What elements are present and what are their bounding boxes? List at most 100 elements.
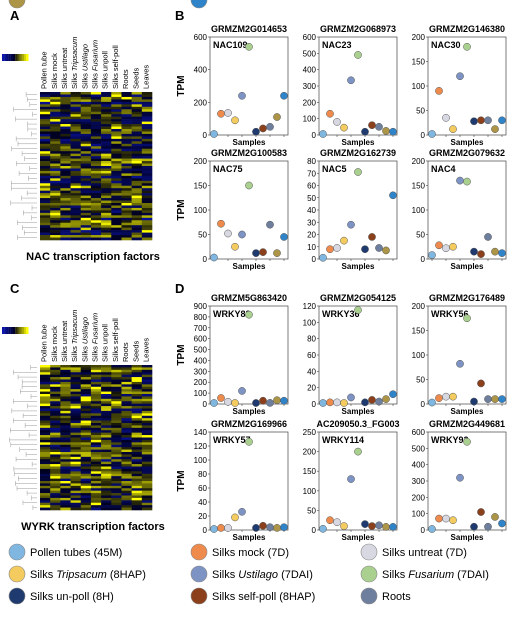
heatmap-nac-cell xyxy=(131,178,143,182)
heatmap-wrky-cell xyxy=(60,418,71,421)
heatmap-nac-cell xyxy=(121,131,132,135)
point-fusarium xyxy=(245,310,253,319)
y-tick-label: 60 xyxy=(307,351,316,360)
y-tick-label: 0 xyxy=(203,255,208,264)
heatmap-wrky-cell xyxy=(101,372,112,375)
point-roots xyxy=(484,522,492,531)
point-roots xyxy=(484,233,492,241)
heatmap-nac-cell xyxy=(80,217,92,221)
heatmap-nac-cell xyxy=(101,163,112,167)
heatmap-wrky-cell xyxy=(60,430,71,433)
heatmap-nac-cell xyxy=(60,180,71,184)
heatmap-nac-cell xyxy=(60,217,71,221)
heatmap-wrky-cell xyxy=(121,478,132,482)
heatmap-nac-cell xyxy=(50,205,61,209)
heatmap-wrky-cell xyxy=(121,398,132,402)
heatmap-nac-cell xyxy=(101,111,112,115)
heatmap-wrky-cell xyxy=(70,505,82,508)
heatmap-nac-cell xyxy=(121,183,132,187)
heatmap-wrky-cell xyxy=(80,452,92,455)
legend-swatch-untreat xyxy=(360,543,378,561)
heatmap-nac-cell xyxy=(121,207,132,211)
point-unpoll xyxy=(252,399,260,407)
heatmap-nac-cell xyxy=(70,200,82,204)
heatmap-nac-cell xyxy=(101,114,112,117)
heatmap-wrky-cell xyxy=(80,468,92,472)
heatmap-nac-cell xyxy=(90,222,102,226)
heatmap-nac-cell xyxy=(90,190,102,194)
heatmap-wrky-cell xyxy=(60,425,71,429)
heatmap-wrky-cell xyxy=(70,478,82,482)
heatmap-wrky-cell xyxy=(131,493,143,496)
point-unpoll xyxy=(470,397,478,406)
heatmap-nac-cell xyxy=(90,215,102,219)
heatmap-nac-cell xyxy=(111,101,122,105)
heatmap-nac-cell xyxy=(121,94,132,98)
point-selfpoll xyxy=(259,124,267,133)
heatmap-nac-cell xyxy=(50,185,61,189)
heatmap-wrky-cell xyxy=(101,481,112,484)
heatmap-nac-cell xyxy=(101,101,112,105)
heatmap-nac-cell xyxy=(70,183,82,187)
heatmap-wrky-cell xyxy=(131,439,143,443)
point-untreat xyxy=(442,392,450,401)
heatmap-nac-cell xyxy=(80,119,92,122)
heatmap-nac-cell xyxy=(60,106,71,110)
y-tick-label: 80 xyxy=(198,470,207,479)
heatmap-nac-cell xyxy=(141,109,153,113)
heatmap-wrky-key-cell xyxy=(2,327,5,334)
y-tick-label: 150 xyxy=(412,327,426,336)
heatmap-nac-cell xyxy=(90,116,102,120)
heatmap-nac-cell xyxy=(131,212,143,216)
legend-swatch-selfpoll xyxy=(190,587,208,605)
heatmap-wrky-cell xyxy=(141,452,153,455)
heatmap-wrky-cell xyxy=(111,384,122,388)
heatmap-nac-cell xyxy=(111,109,122,113)
heatmap-nac-cell xyxy=(80,166,92,169)
heatmap-wrky-cell xyxy=(50,367,61,371)
heatmap-nac-cell xyxy=(111,185,122,189)
point-unpoll xyxy=(470,247,478,256)
heatmap-nac-cell xyxy=(131,143,143,147)
heatmap-wrky-cell xyxy=(80,507,92,511)
heatmap-wrky-cell xyxy=(131,485,143,489)
point-pollen xyxy=(210,253,218,262)
heatmap-wrky-cell xyxy=(70,502,82,506)
heatmap-wrky-cell xyxy=(121,497,132,501)
heatmap-wrky-cell xyxy=(80,490,92,494)
heatmap-wrky-cell xyxy=(141,449,153,453)
heatmap-wrky-cell xyxy=(50,461,61,465)
point-selfpoll xyxy=(259,396,267,405)
heatmap-wrky-cell xyxy=(60,372,71,375)
heatmap-nac: Pollen tube Silks mock Silks untreat Silks … xyxy=(2,37,153,241)
heatmap-nac-cell xyxy=(131,124,143,127)
chart-title: GRMZM5G863420 xyxy=(211,293,287,303)
point-selfpoll xyxy=(368,121,376,130)
heatmap-nac-cell xyxy=(80,183,92,187)
heatmap-wrky-cell xyxy=(60,369,71,373)
heatmap-wrky-cell xyxy=(80,418,92,421)
heatmap-nac-cell xyxy=(70,133,82,137)
heatmap-wrky-cell xyxy=(70,447,82,450)
heatmap-nac-cell xyxy=(131,210,143,214)
heatmap-wrky-cell xyxy=(141,425,153,429)
heatmap-nac-cell xyxy=(111,225,122,228)
heatmap-nac-cell xyxy=(121,143,132,147)
heatmap-wrky-cell xyxy=(90,367,102,371)
heatmap-wrky-cell xyxy=(101,369,112,373)
point-fusarium xyxy=(463,314,471,323)
point-untreat xyxy=(333,398,341,407)
y-axis-label: TPM xyxy=(176,75,187,96)
heatmap-nac-cell xyxy=(121,99,132,103)
heatmap-nac-cell xyxy=(80,200,92,204)
heatmap-wrky-cell xyxy=(70,500,82,504)
heatmap-wrky-cell xyxy=(80,435,92,438)
point-untreat xyxy=(442,244,450,253)
heatmap-wrky-cell xyxy=(131,415,143,419)
heatmap-nac-cell xyxy=(141,222,153,226)
heatmap-nac-cell xyxy=(131,138,143,142)
heatmap-wrky-cell xyxy=(50,490,61,494)
heatmap-wrky-cell xyxy=(111,401,122,404)
heatmap-wrky-cell xyxy=(121,466,132,470)
